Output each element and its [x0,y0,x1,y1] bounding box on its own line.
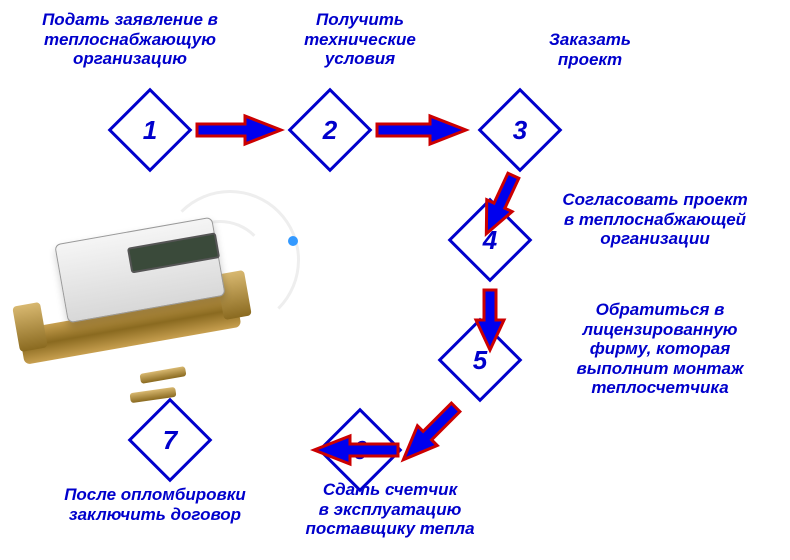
step-2-number: 2 [300,115,360,146]
arrow-2-3 [375,112,470,148]
step-1-label: Подать заявление втеплоснабжающуюорганиз… [15,10,245,69]
step-3-number: 3 [490,115,550,146]
arrow-1-2 [195,112,285,148]
step-2-label: Получитьтехническиеусловия [275,10,445,69]
step-1-number: 1 [120,115,180,146]
arrow-6-7 [310,432,400,468]
step-7-number: 7 [140,425,200,456]
arrow-5-6 [388,393,470,475]
heat-meter-image [20,200,280,400]
step-3-label: Заказатьпроект [520,30,660,69]
step-5-label: Обратиться влицензированнуюфирму, котора… [560,300,760,398]
step-4-label: Согласовать проектв теплоснабжающейорган… [545,190,765,249]
step-6-label: Сдать счетчикв эксплуатациюпоставщику те… [290,480,490,539]
step-7-label: После опломбировкизаключить договор [40,485,270,524]
arrow-4-5 [472,288,508,354]
